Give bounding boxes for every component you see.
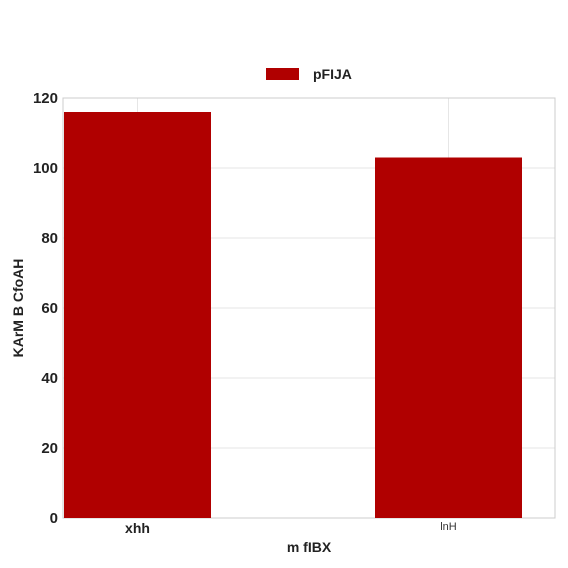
legend-swatch bbox=[266, 68, 299, 80]
bars bbox=[64, 112, 522, 518]
y-tick-label: 20 bbox=[41, 440, 58, 457]
x-tick-label: xhh bbox=[125, 520, 150, 536]
y-tick-label: 120 bbox=[33, 90, 58, 107]
y-axis-label: KArM B CfoAH bbox=[10, 259, 26, 358]
legend: pFIJA bbox=[266, 66, 352, 82]
y-tick-label: 0 bbox=[50, 510, 58, 527]
y-tick-label: 100 bbox=[33, 160, 58, 177]
x-axis-label: m fIBX bbox=[287, 539, 332, 555]
y-tick-label: 60 bbox=[41, 300, 58, 317]
bar-lnH bbox=[375, 157, 522, 518]
x-tick-labels: xhh lnH bbox=[125, 520, 457, 536]
plot-frame bbox=[62, 97, 556, 519]
y-tick-labels: 0 20 40 60 80 100 120 bbox=[33, 90, 58, 527]
legend-label: pFIJA bbox=[313, 66, 352, 82]
y-tick-label: 80 bbox=[41, 230, 58, 247]
bar-xhh bbox=[64, 112, 211, 518]
x-tick-label: lnH bbox=[440, 521, 457, 533]
y-tick-label: 40 bbox=[41, 370, 58, 387]
